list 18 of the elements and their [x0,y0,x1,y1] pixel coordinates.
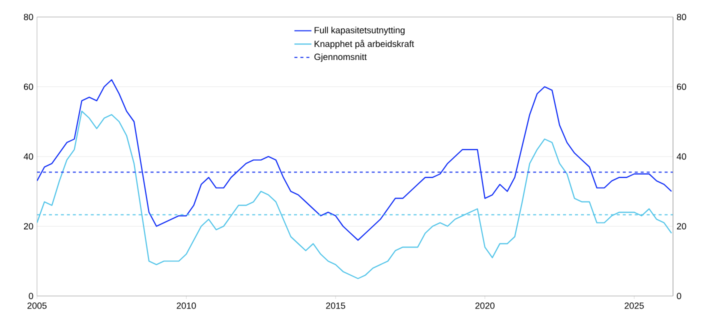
x-tick-label: 2015 [326,302,346,309]
y2-tick-label: 40 [676,153,686,160]
y-tick-label: 40 [24,153,34,160]
legend-label: Knapphet på arbeidskraft [314,40,414,49]
y-tick-label: 0 [28,292,34,300]
x-tick-label: 2025 [624,302,644,309]
y2-tick-label: 0 [676,292,682,300]
x-tick-label: 2005 [27,302,47,309]
y2-tick-label: 60 [676,84,686,90]
x-tick-label: 2010 [176,302,196,309]
y-tick-label: 60 [24,84,34,90]
y2-tick-label: 80 [676,14,686,20]
y-tick-label: 80 [24,14,34,20]
legend-label: Full kapasitetsutnytting [314,26,405,36]
y-tick-label: 20 [24,223,34,230]
x-tick-label: 2020 [475,302,495,309]
legend-label: Gjennomsnitt [314,53,367,62]
y2-tick-label: 20 [676,223,686,230]
